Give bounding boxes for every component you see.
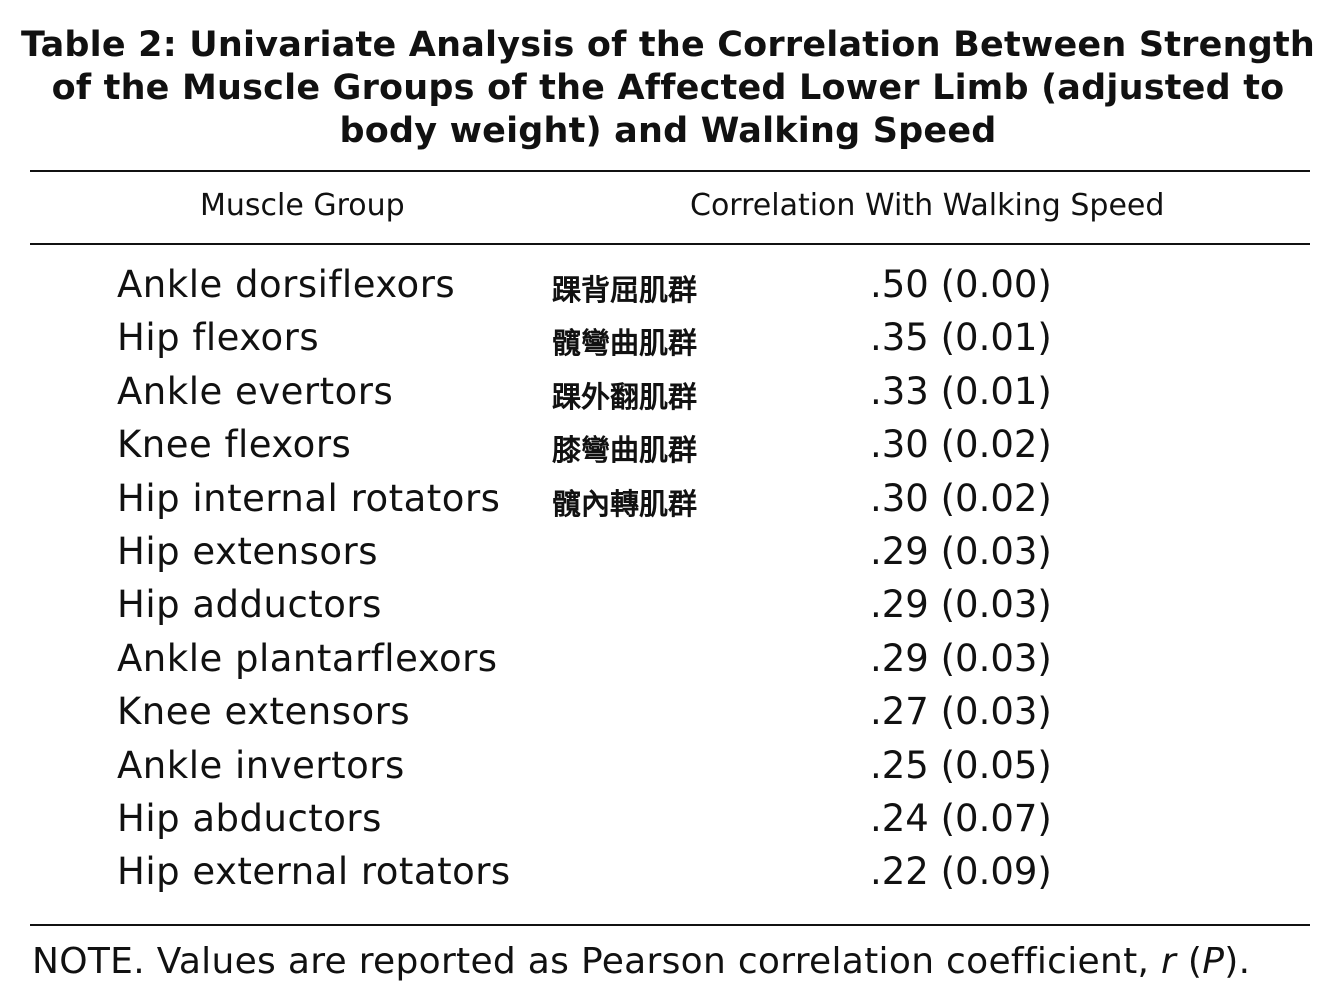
correlation-cell: .35 (0.01) — [870, 316, 1052, 360]
correlation-cell: .29 (0.03) — [870, 636, 1052, 680]
column-header-muscle-group: Muscle Group — [200, 188, 405, 223]
correlation-cell: .24 (0.07) — [870, 796, 1052, 840]
muscle-group-cell: Hip internal rotators — [117, 476, 501, 520]
table-row: Hip abductors .24 (0.07) — [0, 792, 1326, 845]
correlation-cell: .27 (0.03) — [870, 690, 1052, 734]
note-p-symbol: P — [1202, 941, 1225, 982]
table-row: Hip flexors 髖彎曲肌群 .35 (0.01) — [0, 311, 1326, 364]
chinese-annotation: 膝彎曲肌群 — [552, 433, 698, 468]
table-top-rule — [30, 170, 1310, 172]
table-title-line-3: body weight) and Walking Speed — [339, 111, 997, 151]
table-row: Hip adductors .29 (0.03) — [0, 578, 1326, 631]
chinese-annotation: 踝背屈肌群 — [552, 273, 698, 307]
chinese-annotation: 踝外翻肌群 — [552, 379, 698, 414]
muscle-group-cell: Knee flexors — [117, 423, 352, 467]
note-text: NOTE. Values are reported as Pearson cor… — [32, 941, 1162, 982]
table-note: NOTE. Values are reported as Pearson cor… — [32, 938, 1250, 986]
muscle-group-cell: Hip external rotators — [117, 850, 511, 894]
correlation-cell: .30 (0.02) — [870, 423, 1052, 467]
table-bottom-rule — [30, 924, 1310, 926]
column-header-correlation: Correlation With Walking Speed — [690, 188, 1165, 223]
table-row: Knee extensors .27 (0.03) — [0, 685, 1326, 738]
table-row: Ankle evertors 踝外翻肌群 .33 (0.01) — [0, 365, 1326, 418]
chinese-annotation: 髖彎曲肌群 — [552, 326, 698, 361]
muscle-group-cell: Ankle dorsiflexors — [117, 263, 456, 306]
chinese-annotation: 髖內轉肌群 — [552, 486, 698, 521]
muscle-group-cell: Ankle plantarflexors — [117, 636, 498, 680]
table-row: Hip external rotators .22 (0.09) — [0, 845, 1326, 898]
muscle-group-cell: Hip adductors — [117, 583, 382, 627]
table-row: Ankle plantarflexors .29 (0.03) — [0, 632, 1326, 685]
correlation-cell: .30 (0.02) — [870, 476, 1052, 520]
table-title-line-1: Table 2: Univariate Analysis of the Corr… — [21, 25, 1315, 65]
correlation-cell: .29 (0.03) — [870, 529, 1052, 573]
correlation-cell: .50 (0.00) — [870, 263, 1052, 306]
muscle-group-cell: Knee extensors — [117, 690, 411, 734]
table-title: Table 2: Univariate Analysis of the Corr… — [20, 24, 1316, 153]
muscle-group-cell: Hip extensors — [117, 529, 378, 573]
note-r-symbol: r — [1161, 941, 1177, 982]
table-header-rule — [30, 243, 1310, 245]
correlation-cell: .33 (0.01) — [870, 369, 1052, 413]
muscle-group-cell: Hip abductors — [117, 796, 382, 840]
note-suffix: ). — [1224, 941, 1251, 982]
note-open-paren: ( — [1176, 941, 1203, 982]
muscle-group-cell: Ankle evertors — [117, 369, 394, 413]
correlation-cell: .25 (0.05) — [870, 743, 1052, 787]
table-title-line-2: of the Muscle Groups of the Affected Low… — [51, 68, 1285, 108]
muscle-group-cell: Hip flexors — [117, 316, 320, 360]
table-row: Knee flexors 膝彎曲肌群 .30 (0.02) — [0, 418, 1326, 471]
table-row: Ankle invertors .25 (0.05) — [0, 739, 1326, 792]
muscle-group-cell: Ankle invertors — [117, 743, 405, 787]
table-row: Hip extensors .29 (0.03) — [0, 525, 1326, 578]
table-body: Ankle dorsiflexors 踝背屈肌群 .50 (0.00) Hip … — [0, 258, 1326, 899]
table-row: Ankle dorsiflexors 踝背屈肌群 .50 (0.00) — [0, 258, 1326, 311]
table-row: Hip internal rotators 髖內轉肌群 .30 (0.02) — [0, 472, 1326, 525]
correlation-cell: .29 (0.03) — [870, 583, 1052, 627]
correlation-cell: .22 (0.09) — [870, 850, 1052, 894]
